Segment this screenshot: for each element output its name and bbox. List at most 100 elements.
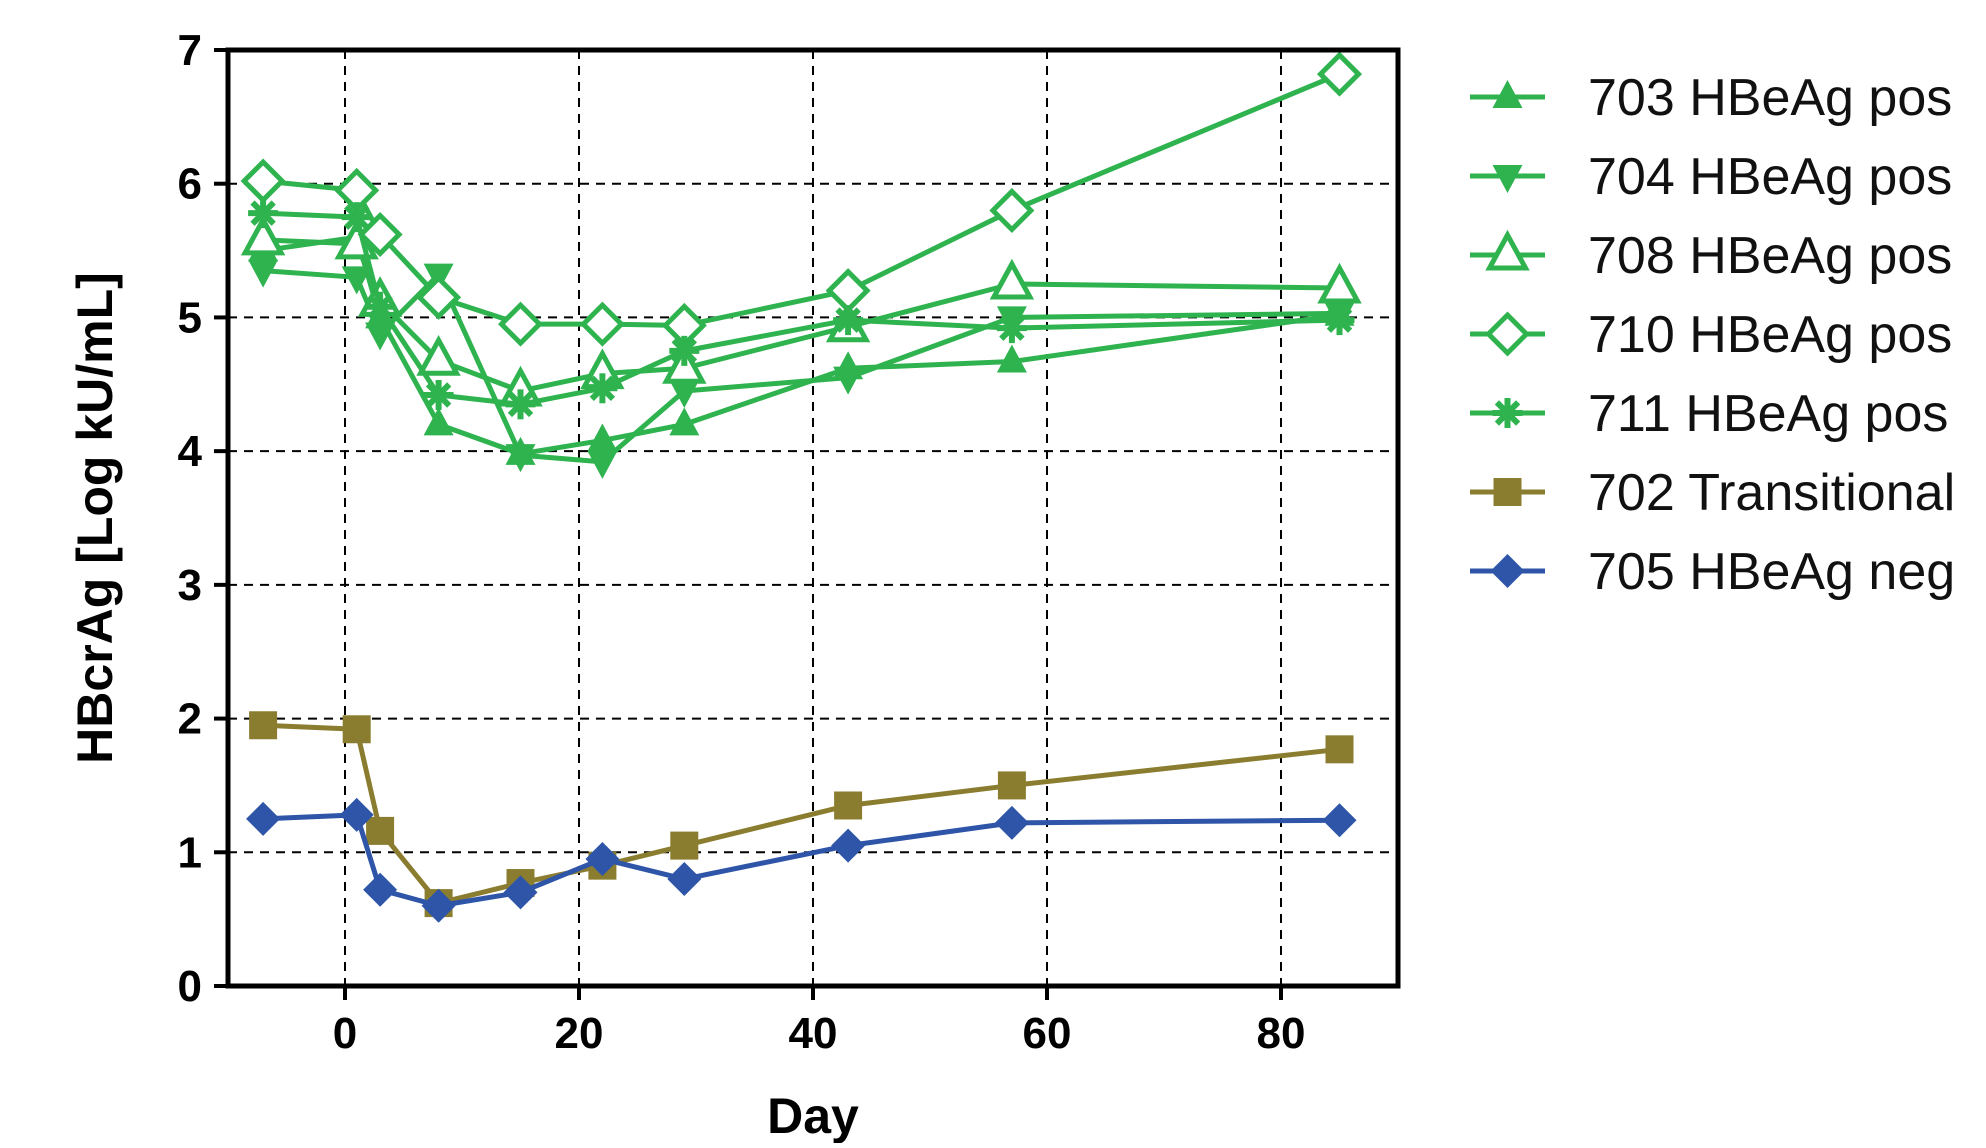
x-tick-label-1: 20	[555, 1009, 604, 1058]
series-3-point-4	[497, 301, 544, 347]
legend-label-2: 708 HBeAg pos	[1588, 227, 1952, 285]
legend-marker-1	[1492, 165, 1523, 193]
series-2-point-8	[989, 258, 1035, 300]
x-tick-label-2: 40	[789, 1009, 838, 1058]
series-1-point-6	[669, 379, 700, 408]
legend-item-0: 703 HBeAg pos	[1470, 69, 1952, 127]
series-3-point-9	[1316, 51, 1363, 97]
series-4-point-1	[341, 202, 372, 233]
series-1	[248, 259, 1355, 479]
series-2-point-0	[240, 214, 286, 256]
series-5-point-2	[366, 816, 395, 845]
legend-item-4: 711 HBeAg pos	[1470, 385, 1948, 443]
series-4-point-3	[423, 379, 454, 410]
x-tick-label-4: 80	[1257, 1009, 1306, 1058]
series-1-point-2	[365, 322, 396, 351]
series-3-point-7	[825, 268, 871, 314]
y-axis-title: HBcrAg [Log kU/mL]	[67, 272, 123, 764]
grid	[228, 50, 1398, 986]
series-6-point-5	[585, 841, 620, 876]
series-line-5	[262, 722, 1340, 906]
series-0-point-6	[669, 407, 700, 436]
tick-labels: 0 20 40 60 80 0 1 2 3 4 5 6 7	[178, 26, 1306, 1058]
legend-item-6: 705 HBeAg neg	[1470, 543, 1955, 601]
series-5-point-9	[1325, 735, 1354, 764]
series-line-3	[262, 71, 1341, 328]
series-5-point-7	[834, 791, 863, 820]
series-6-point-4	[503, 875, 538, 910]
series-4-point-9	[1324, 305, 1355, 336]
series-4	[248, 198, 1355, 420]
series-3-point-8	[989, 187, 1035, 233]
legend-item-2: 708 HBeAg pos	[1470, 227, 1952, 285]
series-4-point-0	[248, 198, 279, 229]
legend-label-4: 711 HBeAg pos	[1588, 385, 1948, 443]
y-tick-label-6: 6	[178, 160, 202, 209]
x-tick-label-3: 60	[1023, 1009, 1072, 1058]
series-6-point-6	[667, 862, 702, 897]
series-1-point-7	[833, 366, 864, 395]
series-4-point-2	[365, 291, 396, 322]
series-5-point-0	[249, 711, 278, 740]
series-0-point-8	[996, 344, 1027, 373]
series-6	[246, 797, 1357, 923]
legend-item-5: 702 Transitional	[1470, 464, 1955, 522]
y-tick-label-0: 0	[178, 962, 202, 1011]
series-4-point-6	[669, 335, 700, 366]
series-0-point-5	[587, 423, 618, 452]
series-1-point-4	[505, 444, 536, 473]
legend-marker-3	[1484, 311, 1531, 357]
legend-marker-6	[1490, 554, 1525, 588]
series-6-point-2	[363, 872, 398, 907]
series-0	[248, 220, 1355, 465]
x-tick-label-0: 0	[333, 1009, 357, 1058]
series-3-point-2	[357, 211, 403, 258]
series-4-point-7	[833, 305, 864, 336]
series-1-point-0	[248, 259, 279, 288]
y-tick-label-3: 3	[178, 561, 202, 610]
legend-item-1: 704 HBeAg pos	[1470, 148, 1952, 206]
legend-label-5: 702 Transitional	[1588, 464, 1955, 522]
series-3-point-3	[416, 274, 462, 320]
series-5-point-8	[997, 771, 1026, 800]
series-5	[249, 711, 1354, 918]
legend-marker-5	[1493, 478, 1522, 506]
series-4-point-5	[587, 373, 618, 404]
series-6-point-9	[1322, 803, 1357, 838]
axes	[214, 47, 1401, 1000]
series-4-point-8	[996, 313, 1027, 344]
y-tick-label-4: 4	[178, 427, 203, 476]
legend-marker-4	[1492, 398, 1523, 428]
legend-label-0: 703 HBeAg pos	[1588, 69, 1952, 127]
legend-label-1: 704 HBeAg pos	[1588, 148, 1952, 206]
legend: 703 HBeAg pos 704 HBeAg pos 708 HBeAg pos 7…	[1470, 69, 1955, 601]
legend-label-6: 705 HBeAg neg	[1588, 543, 1955, 601]
series-4-point-4	[505, 389, 536, 420]
series-5-point-1	[342, 715, 371, 744]
series-1-point-1	[341, 266, 372, 295]
y-tick-label-2: 2	[178, 695, 202, 744]
y-tick-label-5: 5	[178, 293, 202, 342]
x-axis-title: Day	[767, 1088, 859, 1143]
series-2-point-3	[416, 334, 461, 376]
y-tick-label-7: 7	[178, 26, 202, 75]
legend-marker-0	[1492, 80, 1523, 108]
legend-item-3: 710 HBeAg pos	[1470, 306, 1952, 364]
series-0-point-3	[423, 407, 454, 436]
y-tick-label-1: 1	[178, 828, 202, 877]
series-3-point-0	[240, 158, 286, 204]
series-line-4	[262, 210, 1340, 407]
series-line-2	[262, 237, 1340, 394]
series-1-point-5	[587, 450, 618, 479]
legend-marker-2	[1485, 229, 1530, 271]
series-layer	[240, 51, 1363, 923]
series-6-point-3	[421, 888, 456, 923]
series-line-6	[262, 812, 1340, 909]
legend-label-3: 710 HBeAg pos	[1588, 306, 1952, 364]
series-2-point-9	[1317, 262, 1362, 304]
series-6-point-7	[831, 828, 866, 863]
series-5-point-6	[670, 831, 699, 860]
series-3-point-5	[579, 301, 625, 347]
